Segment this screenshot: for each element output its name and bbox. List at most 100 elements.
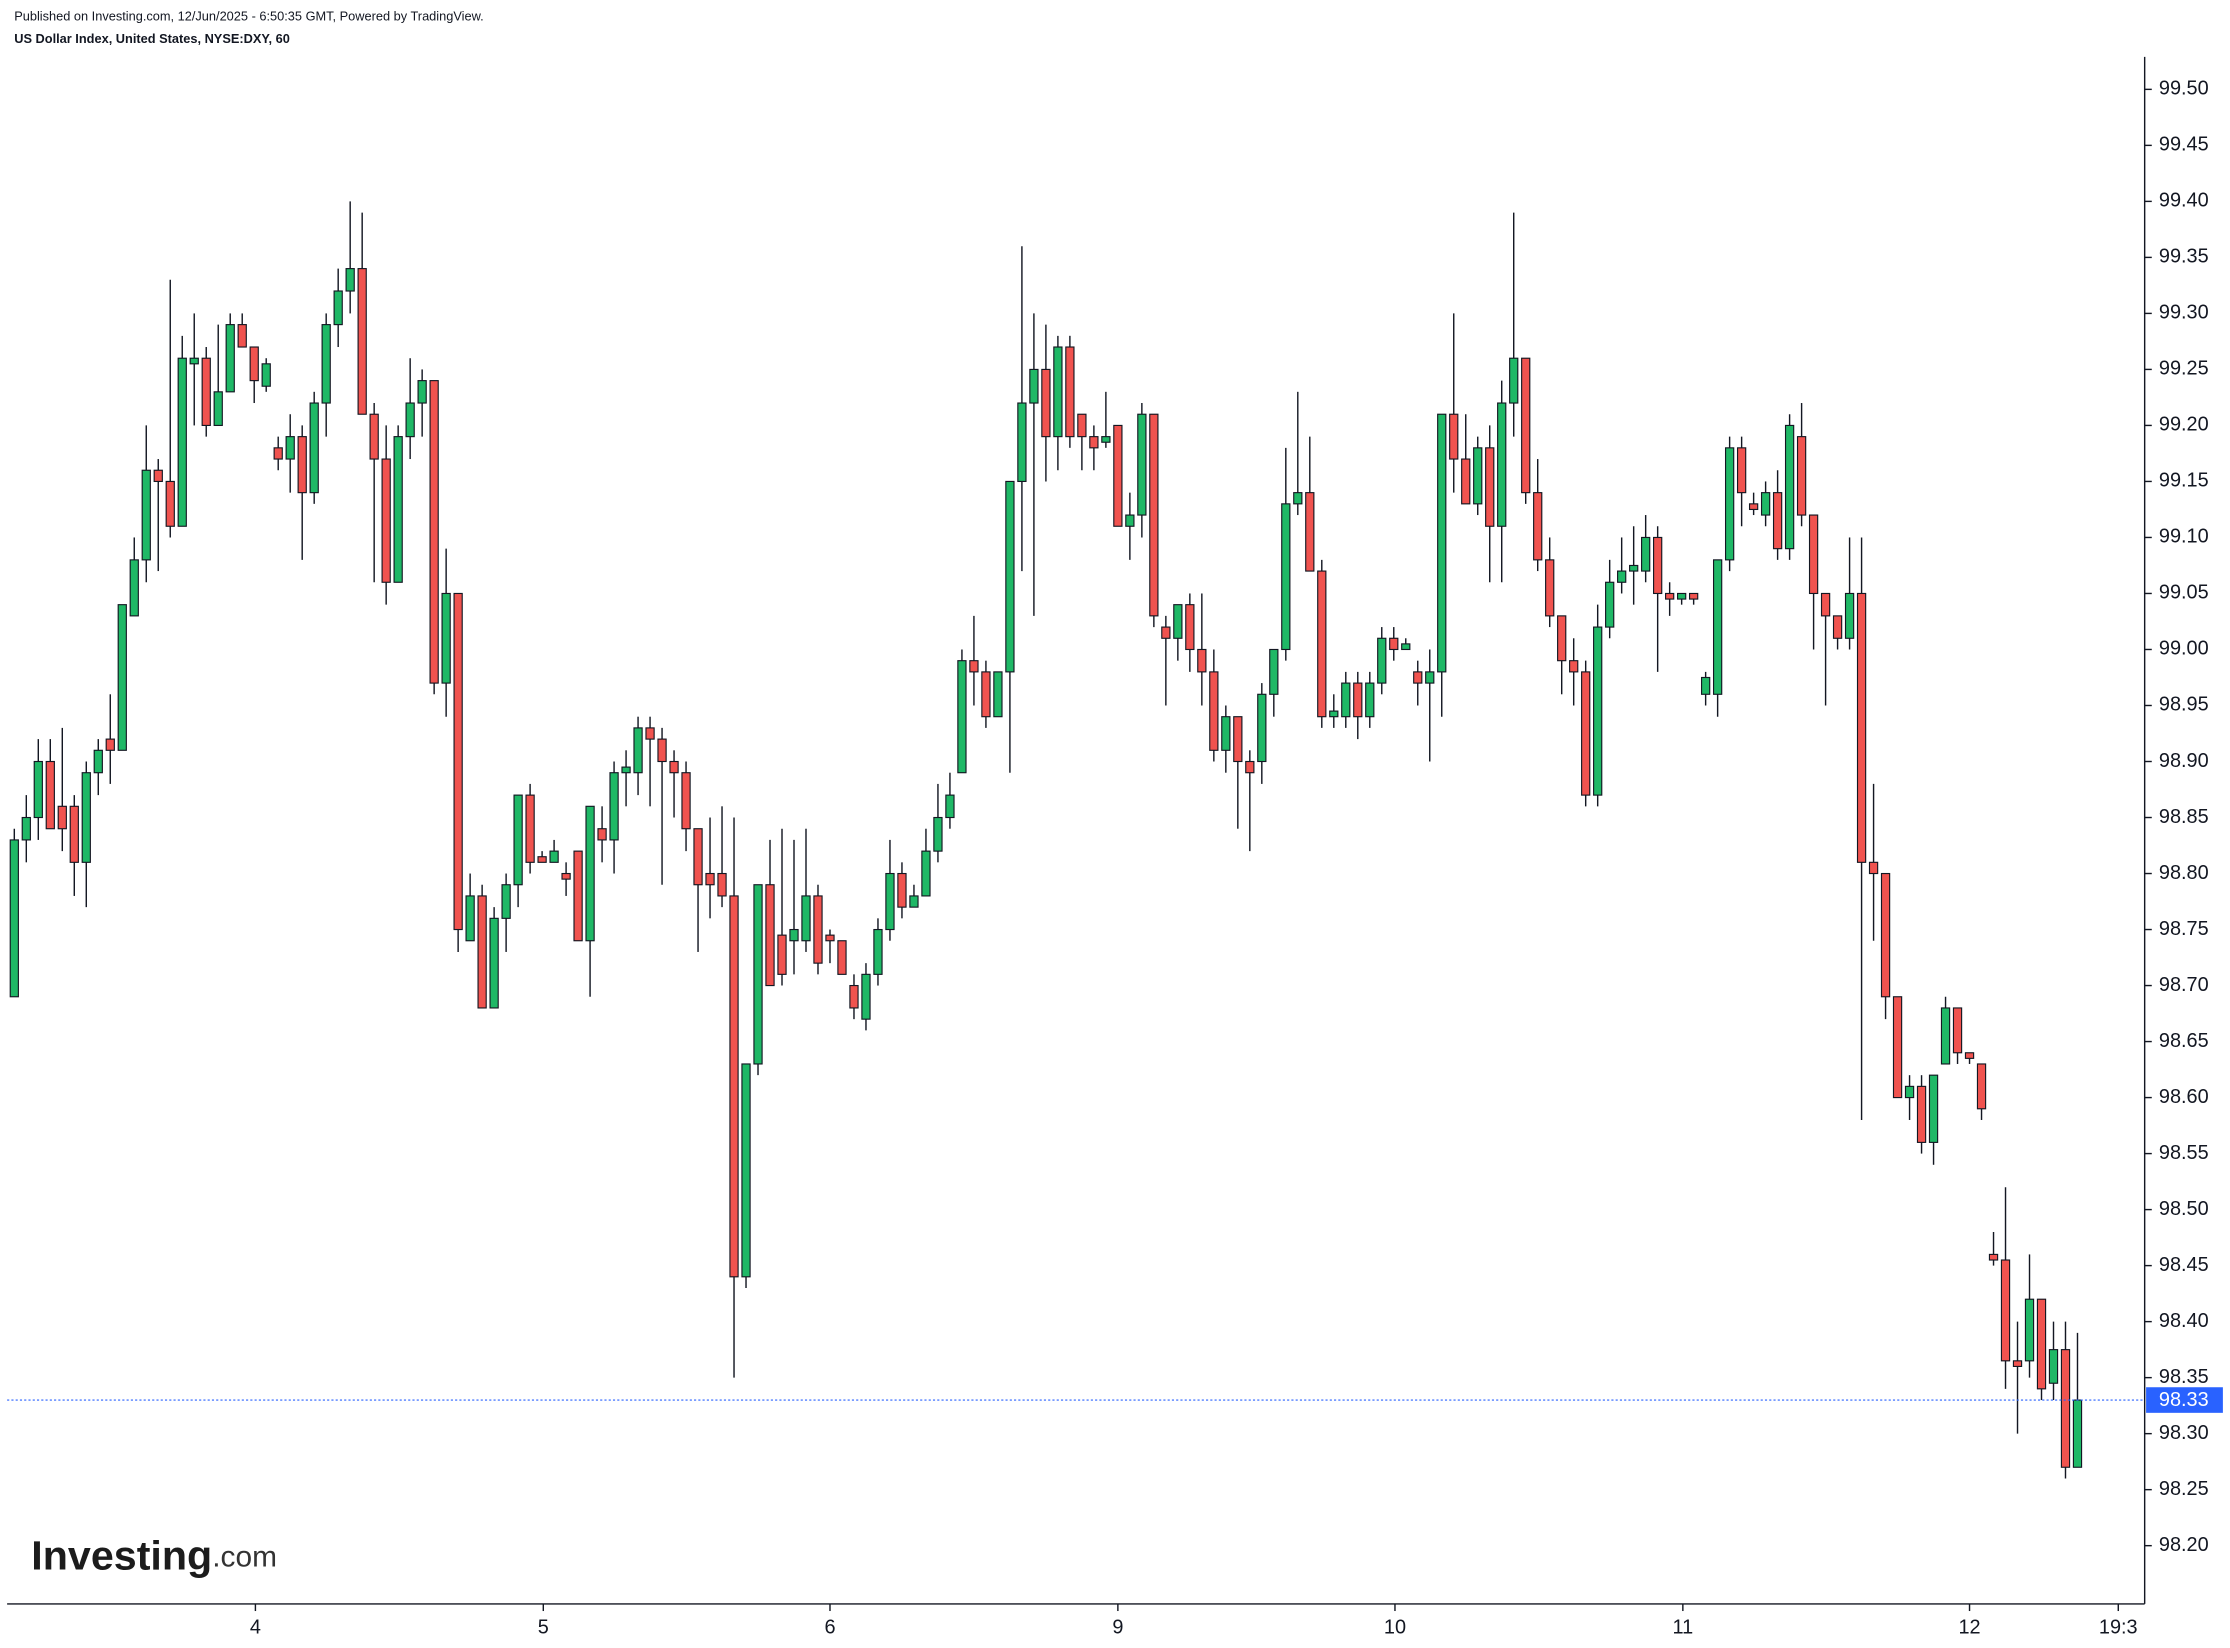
- y-tick-label: 98.55: [2159, 1142, 2209, 1164]
- x-tick-label: 19:3: [2099, 1616, 2138, 1638]
- y-tick-label: 98.75: [2159, 918, 2209, 940]
- y-tick-label: 98.35: [2159, 1366, 2209, 1388]
- candle-body: [213, 391, 223, 427]
- candle-body: [1293, 492, 1303, 505]
- candle-body: [393, 436, 403, 583]
- candle-body: [645, 727, 655, 740]
- candle-body: [1569, 660, 1579, 673]
- candle-body: [1497, 402, 1507, 527]
- x-tick-label: 6: [824, 1616, 835, 1638]
- candle-body: [717, 872, 727, 897]
- candle-body: [2036, 1298, 2047, 1390]
- candle-body: [1113, 424, 1123, 527]
- source-note: Published on Investing.com, 12/Jun/2025 …: [14, 8, 483, 23]
- candle-body: [1688, 592, 1699, 600]
- candle-body: [921, 850, 931, 897]
- candle-body: [417, 380, 427, 404]
- candle-body: [1461, 458, 1471, 505]
- candle-body: [549, 850, 559, 863]
- candle-body: [1161, 626, 1171, 639]
- candle-body: [825, 934, 835, 942]
- candle-body: [525, 794, 535, 863]
- candle-body: [1341, 682, 1351, 718]
- candle-body: [1449, 413, 1459, 460]
- candle-body: [1101, 436, 1111, 443]
- y-tick-label: 99.15: [2159, 470, 2209, 492]
- candle-body: [1425, 671, 1435, 684]
- candle-body: [1281, 503, 1291, 651]
- candle-body: [837, 940, 847, 975]
- candle-body: [465, 895, 475, 942]
- y-tick-label: 99.50: [2159, 78, 2209, 100]
- candle-body: [453, 592, 463, 931]
- candle-body: [501, 884, 511, 919]
- candle-body: [1916, 1085, 1927, 1143]
- candle-body: [261, 363, 271, 387]
- candle-body: [177, 357, 187, 527]
- candle-body: [1173, 604, 1183, 639]
- candle-body: [1509, 357, 1519, 404]
- y-tick-label: 98.80: [2159, 862, 2209, 884]
- candle-body: [369, 413, 379, 460]
- last-price-badge: [2146, 1387, 2223, 1413]
- candle-body: [993, 671, 1003, 718]
- candle-body: [1820, 592, 1831, 617]
- candle-body: [2000, 1259, 2011, 1362]
- candle-body: [1209, 671, 1219, 751]
- candle-body: [1724, 447, 1735, 561]
- last-price-label: 98.33: [2159, 1389, 2209, 1411]
- candle-body: [657, 738, 667, 763]
- candle-body: [585, 805, 595, 942]
- candle-body: [1329, 710, 1339, 718]
- candle-body: [1880, 872, 1891, 998]
- candle-body: [1053, 346, 1063, 438]
- candle-body: [873, 928, 883, 975]
- candle-body: [1137, 413, 1147, 516]
- candle-body: [1221, 716, 1231, 751]
- candle-body: [273, 447, 283, 460]
- candle-body: [969, 660, 979, 673]
- candle-body: [105, 738, 115, 751]
- candle-body: [1760, 492, 1771, 516]
- candle-body: [1665, 592, 1675, 600]
- candle-body: [1581, 671, 1591, 796]
- candle-body: [1257, 693, 1267, 763]
- candle-body: [693, 828, 703, 886]
- candle-body: [2012, 1360, 2023, 1367]
- x-tick-label: 11: [1673, 1616, 1694, 1638]
- candle-body: [1928, 1074, 1939, 1143]
- candle-body: [1748, 503, 1759, 511]
- candle-body: [1605, 581, 1615, 628]
- candle-body: [729, 895, 739, 1278]
- candle-body: [513, 794, 523, 886]
- candle-body: [117, 604, 127, 751]
- candle-body: [741, 1063, 751, 1278]
- candle-body: [1233, 716, 1243, 763]
- candle-body: [597, 828, 607, 841]
- candle-body: [1832, 615, 1843, 639]
- x-tick-label: 5: [538, 1616, 549, 1638]
- candle-body: [1029, 368, 1039, 404]
- candle-body: [297, 436, 307, 494]
- candle-body: [669, 760, 679, 774]
- candle-body: [861, 973, 871, 1020]
- candle-body: [1557, 615, 1567, 662]
- candle-body: [1401, 643, 1411, 651]
- candle-body: [1784, 424, 1795, 550]
- candle-body: [1677, 592, 1687, 600]
- candle-body: [345, 268, 355, 292]
- candle-body: [1413, 671, 1423, 684]
- y-tick-label: 98.85: [2159, 806, 2209, 828]
- y-tick-label: 98.70: [2159, 974, 2209, 996]
- candle-body: [1868, 861, 1879, 875]
- candle-body: [1712, 559, 1723, 695]
- watermark-brand: Investing: [31, 1532, 212, 1578]
- candle-body: [1892, 996, 1903, 1099]
- candle-body: [1617, 570, 1627, 583]
- candle-body: [1904, 1085, 1915, 1099]
- candle-body: [1964, 1052, 1975, 1059]
- candle-body: [2048, 1349, 2059, 1384]
